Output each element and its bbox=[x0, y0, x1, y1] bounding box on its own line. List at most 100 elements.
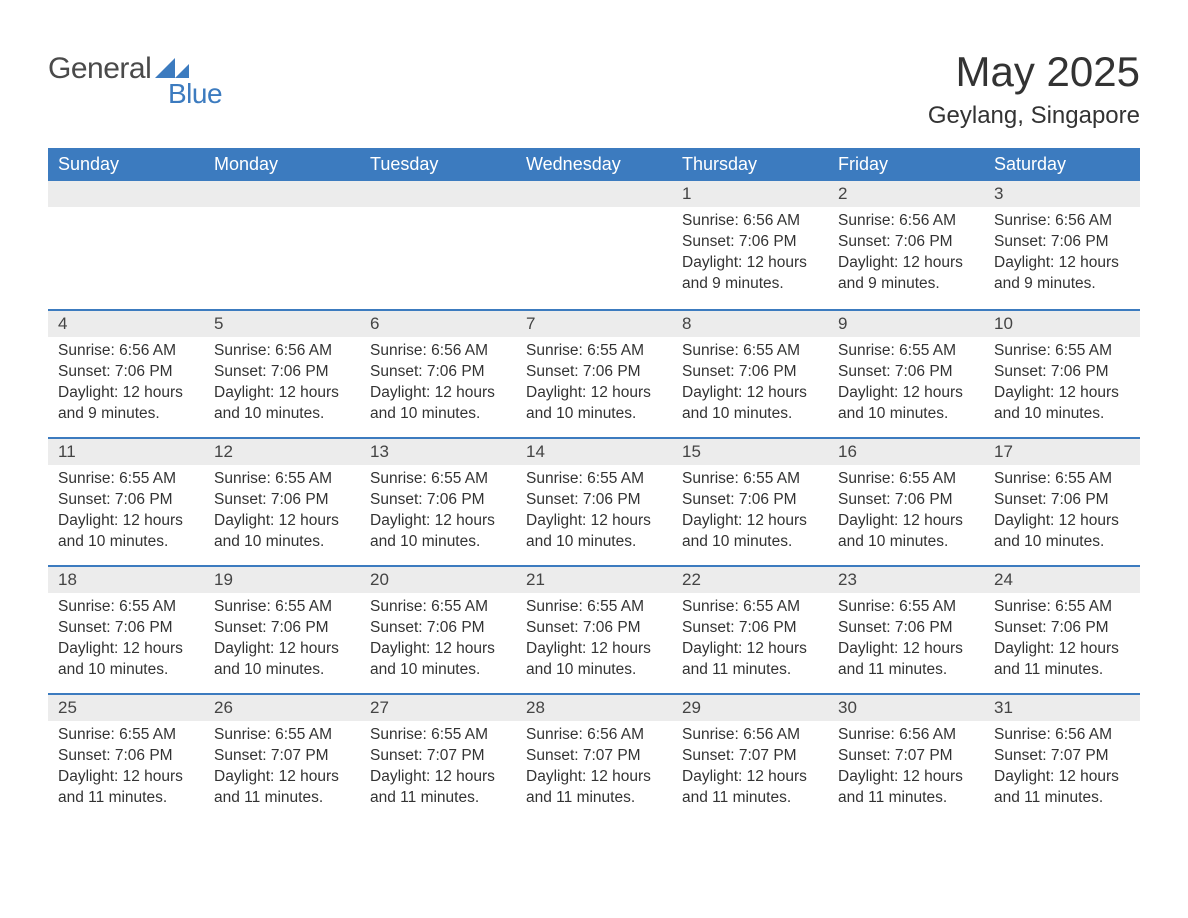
day-sunrise: Sunrise: 6:55 AM bbox=[526, 597, 662, 618]
day-sunrise: Sunrise: 6:55 AM bbox=[370, 469, 506, 490]
day-number bbox=[48, 181, 204, 207]
day-dl1: Daylight: 12 hours bbox=[526, 639, 662, 660]
day-sunrise: Sunrise: 6:55 AM bbox=[994, 341, 1130, 362]
day-number: 15 bbox=[672, 437, 828, 465]
location-subtitle: Geylang, Singapore bbox=[928, 102, 1140, 130]
calendar-week-row: 1Sunrise: 6:56 AMSunset: 7:06 PMDaylight… bbox=[48, 181, 1140, 309]
calendar-day-cell: 4Sunrise: 6:56 AMSunset: 7:06 PMDaylight… bbox=[48, 309, 204, 437]
brand-word-2: Blue bbox=[168, 78, 222, 110]
day-sunrise: Sunrise: 6:55 AM bbox=[682, 469, 818, 490]
day-number: 20 bbox=[360, 565, 516, 593]
day-sunset: Sunset: 7:07 PM bbox=[994, 746, 1130, 767]
day-sunset: Sunset: 7:06 PM bbox=[370, 618, 506, 639]
calendar-day-cell: 17Sunrise: 6:55 AMSunset: 7:06 PMDayligh… bbox=[984, 437, 1140, 565]
day-sunset: Sunset: 7:07 PM bbox=[214, 746, 350, 767]
day-dl1: Daylight: 12 hours bbox=[370, 511, 506, 532]
day-sunset: Sunset: 7:07 PM bbox=[682, 746, 818, 767]
day-dl1: Daylight: 12 hours bbox=[214, 383, 350, 404]
day-number: 2 bbox=[828, 181, 984, 207]
day-details: Sunrise: 6:56 AMSunset: 7:06 PMDaylight:… bbox=[360, 337, 516, 431]
day-dl1: Daylight: 12 hours bbox=[58, 639, 194, 660]
calendar-day-cell: 25Sunrise: 6:55 AMSunset: 7:06 PMDayligh… bbox=[48, 693, 204, 821]
day-number: 14 bbox=[516, 437, 672, 465]
day-details: Sunrise: 6:55 AMSunset: 7:06 PMDaylight:… bbox=[672, 337, 828, 431]
day-details: Sunrise: 6:56 AMSunset: 7:07 PMDaylight:… bbox=[516, 721, 672, 815]
day-dl2: and 10 minutes. bbox=[214, 404, 350, 425]
day-details: Sunrise: 6:56 AMSunset: 7:07 PMDaylight:… bbox=[828, 721, 984, 815]
day-dl1: Daylight: 12 hours bbox=[58, 767, 194, 788]
calendar-day-cell: 12Sunrise: 6:55 AMSunset: 7:06 PMDayligh… bbox=[204, 437, 360, 565]
day-dl2: and 11 minutes. bbox=[682, 660, 818, 681]
day-sunrise: Sunrise: 6:55 AM bbox=[58, 597, 194, 618]
day-sunrise: Sunrise: 6:55 AM bbox=[682, 341, 818, 362]
day-dl2: and 11 minutes. bbox=[994, 788, 1130, 809]
day-sunset: Sunset: 7:07 PM bbox=[838, 746, 974, 767]
day-number: 26 bbox=[204, 693, 360, 721]
day-header: Monday bbox=[204, 148, 360, 181]
day-number: 28 bbox=[516, 693, 672, 721]
day-sunset: Sunset: 7:07 PM bbox=[526, 746, 662, 767]
day-number: 23 bbox=[828, 565, 984, 593]
day-number bbox=[204, 181, 360, 207]
calendar-day-cell: 10Sunrise: 6:55 AMSunset: 7:06 PMDayligh… bbox=[984, 309, 1140, 437]
day-dl1: Daylight: 12 hours bbox=[682, 767, 818, 788]
day-dl1: Daylight: 12 hours bbox=[682, 383, 818, 404]
calendar-day-cell: 23Sunrise: 6:55 AMSunset: 7:06 PMDayligh… bbox=[828, 565, 984, 693]
day-dl2: and 10 minutes. bbox=[370, 532, 506, 553]
day-sunset: Sunset: 7:07 PM bbox=[370, 746, 506, 767]
calendar-day-cell: 24Sunrise: 6:55 AMSunset: 7:06 PMDayligh… bbox=[984, 565, 1140, 693]
calendar-table: SundayMondayTuesdayWednesdayThursdayFrid… bbox=[48, 148, 1140, 821]
day-dl2: and 10 minutes. bbox=[214, 660, 350, 681]
day-details: Sunrise: 6:55 AMSunset: 7:06 PMDaylight:… bbox=[984, 337, 1140, 431]
day-details: Sunrise: 6:56 AMSunset: 7:06 PMDaylight:… bbox=[672, 207, 828, 301]
brand-mark-icon bbox=[155, 58, 189, 78]
day-number: 6 bbox=[360, 309, 516, 337]
calendar-day-cell: 5Sunrise: 6:56 AMSunset: 7:06 PMDaylight… bbox=[204, 309, 360, 437]
day-details bbox=[516, 207, 672, 217]
day-sunset: Sunset: 7:06 PM bbox=[58, 618, 194, 639]
day-details: Sunrise: 6:56 AMSunset: 7:06 PMDaylight:… bbox=[48, 337, 204, 431]
calendar-day-cell: 28Sunrise: 6:56 AMSunset: 7:07 PMDayligh… bbox=[516, 693, 672, 821]
day-dl1: Daylight: 12 hours bbox=[214, 767, 350, 788]
day-sunset: Sunset: 7:06 PM bbox=[838, 490, 974, 511]
day-dl1: Daylight: 12 hours bbox=[370, 767, 506, 788]
day-details: Sunrise: 6:56 AMSunset: 7:07 PMDaylight:… bbox=[672, 721, 828, 815]
day-dl1: Daylight: 12 hours bbox=[526, 767, 662, 788]
day-dl2: and 10 minutes. bbox=[526, 660, 662, 681]
day-number: 3 bbox=[984, 181, 1140, 207]
day-dl2: and 10 minutes. bbox=[370, 404, 506, 425]
day-number: 9 bbox=[828, 309, 984, 337]
day-details bbox=[48, 207, 204, 217]
day-number: 1 bbox=[672, 181, 828, 207]
calendar-day-cell bbox=[360, 181, 516, 309]
day-number: 11 bbox=[48, 437, 204, 465]
day-sunset: Sunset: 7:06 PM bbox=[214, 618, 350, 639]
day-sunset: Sunset: 7:06 PM bbox=[682, 490, 818, 511]
day-details: Sunrise: 6:55 AMSunset: 7:06 PMDaylight:… bbox=[516, 465, 672, 559]
calendar-day-cell: 31Sunrise: 6:56 AMSunset: 7:07 PMDayligh… bbox=[984, 693, 1140, 821]
calendar-day-cell: 29Sunrise: 6:56 AMSunset: 7:07 PMDayligh… bbox=[672, 693, 828, 821]
day-sunset: Sunset: 7:06 PM bbox=[838, 362, 974, 383]
calendar-week-row: 11Sunrise: 6:55 AMSunset: 7:06 PMDayligh… bbox=[48, 437, 1140, 565]
day-dl2: and 10 minutes. bbox=[526, 532, 662, 553]
day-dl1: Daylight: 12 hours bbox=[838, 767, 974, 788]
day-sunset: Sunset: 7:06 PM bbox=[58, 490, 194, 511]
day-dl1: Daylight: 12 hours bbox=[682, 511, 818, 532]
day-details: Sunrise: 6:55 AMSunset: 7:06 PMDaylight:… bbox=[360, 593, 516, 687]
day-sunrise: Sunrise: 6:55 AM bbox=[214, 725, 350, 746]
day-dl2: and 10 minutes. bbox=[58, 532, 194, 553]
day-number: 16 bbox=[828, 437, 984, 465]
day-details: Sunrise: 6:55 AMSunset: 7:06 PMDaylight:… bbox=[204, 465, 360, 559]
day-dl2: and 10 minutes. bbox=[994, 532, 1130, 553]
day-details: Sunrise: 6:55 AMSunset: 7:07 PMDaylight:… bbox=[204, 721, 360, 815]
day-details: Sunrise: 6:55 AMSunset: 7:06 PMDaylight:… bbox=[360, 465, 516, 559]
day-sunrise: Sunrise: 6:55 AM bbox=[526, 341, 662, 362]
day-sunrise: Sunrise: 6:56 AM bbox=[682, 211, 818, 232]
day-sunset: Sunset: 7:06 PM bbox=[58, 746, 194, 767]
day-number bbox=[360, 181, 516, 207]
day-sunset: Sunset: 7:06 PM bbox=[214, 362, 350, 383]
day-details: Sunrise: 6:55 AMSunset: 7:06 PMDaylight:… bbox=[516, 593, 672, 687]
calendar-day-cell: 13Sunrise: 6:55 AMSunset: 7:06 PMDayligh… bbox=[360, 437, 516, 565]
day-dl1: Daylight: 12 hours bbox=[994, 639, 1130, 660]
day-number: 4 bbox=[48, 309, 204, 337]
